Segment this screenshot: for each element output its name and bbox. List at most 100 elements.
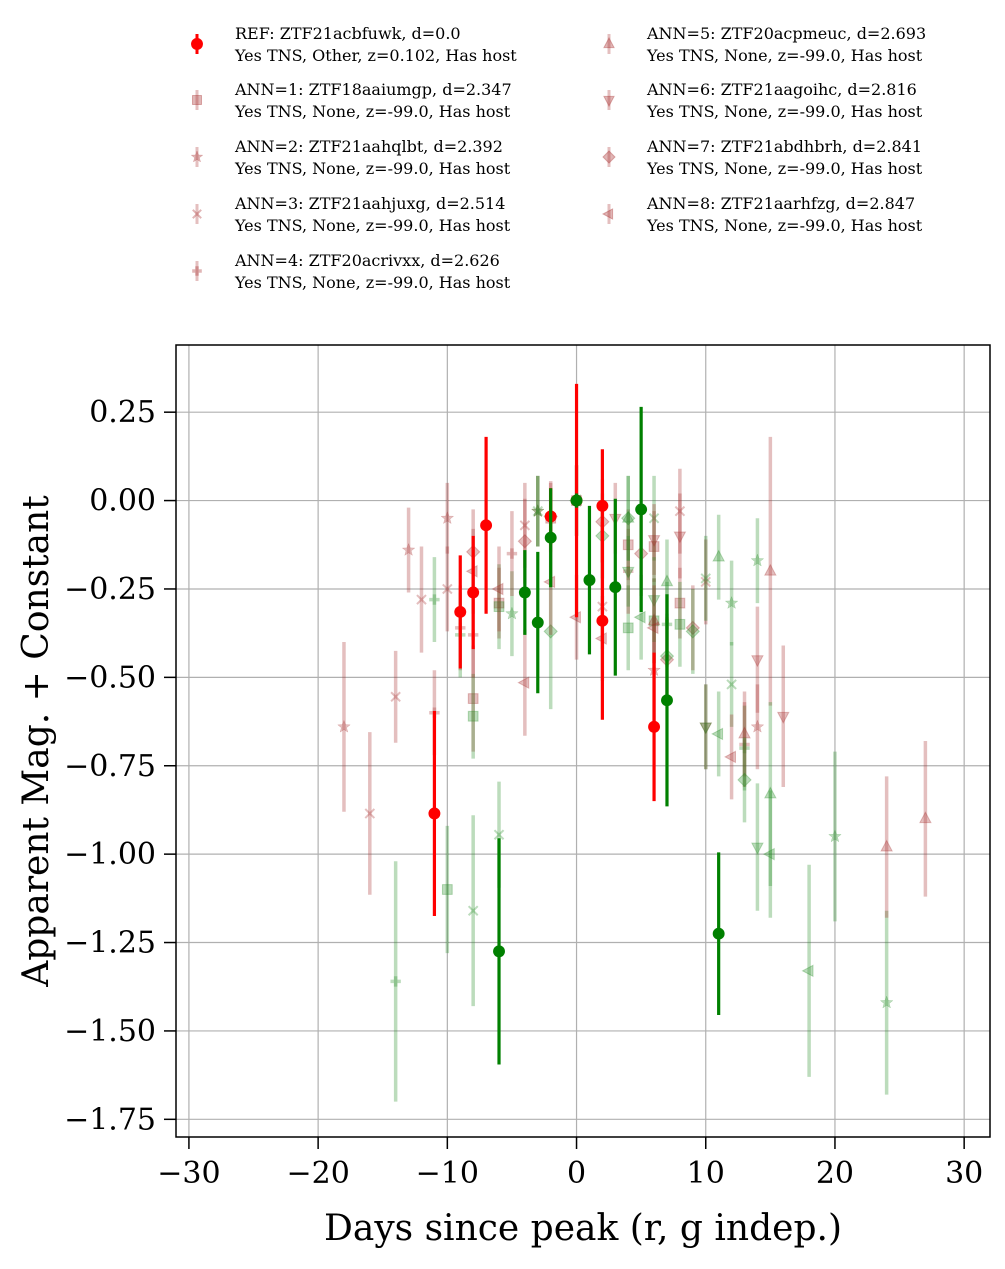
x-axis-ticks: −30 −20 −10 0 10 20 30 (157, 1137, 983, 1191)
legend-label: ANN=7: ZTF21abdhbrh, d=2.841 (646, 137, 922, 156)
y-tick-label: −1.25 (64, 926, 156, 961)
grid-lines (176, 345, 990, 1137)
series-0 (428, 383, 725, 1065)
data-point (532, 505, 544, 517)
data-point (724, 595, 739, 609)
legend-entry: ANN=6: ZTF21aagoihc, d=2.816 Yes TNS, Non… (603, 80, 923, 121)
series-1 (441, 465, 686, 954)
data-point (647, 613, 661, 626)
legend-sublabel: Yes TNS, Other, z=0.102, Has host (234, 46, 517, 65)
legend-sublabel: Yes TNS, None, z=-99.0, Has host (646, 102, 923, 121)
data-point (583, 574, 596, 587)
x-tick-label: −10 (416, 1156, 479, 1191)
data-point (635, 503, 648, 516)
data-point (467, 586, 480, 599)
data-point (517, 676, 530, 690)
data-point (519, 520, 531, 531)
data-point (647, 535, 661, 548)
data-point (442, 583, 453, 595)
data-point (648, 720, 661, 733)
legend-label: ANN=8: ZTF21aarhfzg, d=2.847 (646, 194, 915, 213)
data-point (454, 605, 467, 618)
data-point (416, 594, 427, 605)
data-point (622, 622, 634, 634)
x-tick-label: 30 (945, 1156, 983, 1191)
data-marks (337, 383, 932, 1102)
x-tick-label: 10 (687, 1156, 725, 1191)
data-point (544, 531, 557, 544)
data-point (530, 503, 545, 518)
data-point (493, 829, 505, 840)
y-tick-label: 0.25 (89, 395, 156, 430)
data-point (467, 710, 479, 722)
data-point (440, 511, 455, 525)
legend-entry: ANN=8: ZTF21aarhfzg, d=2.847 Yes TNS, Non… (601, 194, 923, 235)
data-point (685, 620, 701, 636)
data-point (751, 842, 764, 855)
legend-entry: ANN=5: ZTF20acpmeuc, d=2.693 Yes TNS, Non… (603, 24, 926, 65)
data-point (596, 614, 609, 627)
legend-entry: REF: ZTF21acbfuwk, d=0.0 Yes TNS, Other, … (191, 24, 517, 65)
data-point (712, 549, 726, 562)
legend: REF: ZTF21acbfuwk, d=0.0 Yes TNS, Other, … (190, 24, 926, 292)
legend-entry: ANN=2: ZTF21aahqlbt, d=2.392 Yes TNS, Non… (190, 137, 511, 178)
data-point (801, 964, 814, 978)
data-point (480, 519, 493, 532)
data-point (699, 722, 713, 735)
legend-sublabel: Yes TNS, None, z=-99.0, Has host (234, 273, 511, 292)
y-axis-ticks: 0.25 0.00 −0.25 −0.50 −0.75 −1.00 −1.25 −1.50 −1… (64, 395, 176, 1137)
y-tick-label: −1.50 (64, 1014, 156, 1049)
data-point (467, 905, 479, 916)
data-point (467, 693, 479, 704)
legend-label: ANN=1: ZTF18aaiumgp, d=2.347 (234, 80, 512, 99)
data-point (390, 691, 401, 703)
data-point (828, 829, 842, 843)
legend-marker (603, 95, 615, 108)
data-point (364, 808, 376, 819)
legend-marker (191, 38, 203, 50)
legend-sublabel: Yes TNS, None, z=-99.0, Has host (234, 216, 511, 235)
data-point (763, 786, 777, 799)
data-point (739, 739, 750, 750)
legend-sublabel: Yes TNS, None, z=-99.0, Has host (646, 159, 923, 178)
y-axis-label: Apparent Mag. + Constant (16, 495, 57, 988)
data-point (700, 573, 712, 584)
data-point (674, 505, 686, 517)
legend-marker (603, 36, 615, 49)
y-tick-label: −1.00 (64, 837, 156, 872)
data-point (674, 597, 686, 609)
data-point (673, 531, 687, 544)
data-point (763, 563, 777, 576)
series-7 (465, 475, 752, 823)
data-point (699, 722, 713, 735)
legend-entry: ANN=1: ZTF18aaiumgp, d=2.347 Yes TNS, Non… (192, 80, 512, 121)
data-point (751, 655, 764, 668)
data-point (491, 582, 504, 596)
data-point (739, 742, 750, 754)
legend-sublabel: Yes TNS, None, z=-99.0, Has host (234, 159, 511, 178)
data-point (570, 494, 583, 507)
legend-label: ANN=6: ZTF21aagoihc, d=2.816 (646, 80, 917, 99)
data-point (401, 542, 416, 556)
data-point (750, 553, 765, 567)
y-tick-label: 0.00 (89, 484, 156, 519)
y-tick-label: −0.75 (64, 749, 156, 784)
legend-marker (192, 266, 202, 276)
data-point (738, 726, 751, 739)
legend-marker (602, 150, 616, 164)
data-point (493, 945, 505, 958)
data-point (531, 616, 544, 629)
data-point (493, 601, 505, 613)
legend-marker (190, 150, 204, 163)
data-point (647, 595, 661, 608)
legend-entry: ANN=3: ZTF21aahjuxg, d=2.514 Yes TNS, Non… (192, 194, 511, 235)
x-tick-label: 20 (816, 1156, 854, 1191)
data-point (700, 576, 712, 588)
data-point (390, 976, 401, 987)
data-point (517, 534, 533, 549)
legend-label: REF: ZTF21acbfuwk, d=0.0 (235, 24, 461, 43)
data-point (879, 995, 894, 1009)
series-6 (608, 482, 790, 911)
y-tick-label: −0.50 (64, 660, 156, 695)
data-point (428, 807, 441, 820)
